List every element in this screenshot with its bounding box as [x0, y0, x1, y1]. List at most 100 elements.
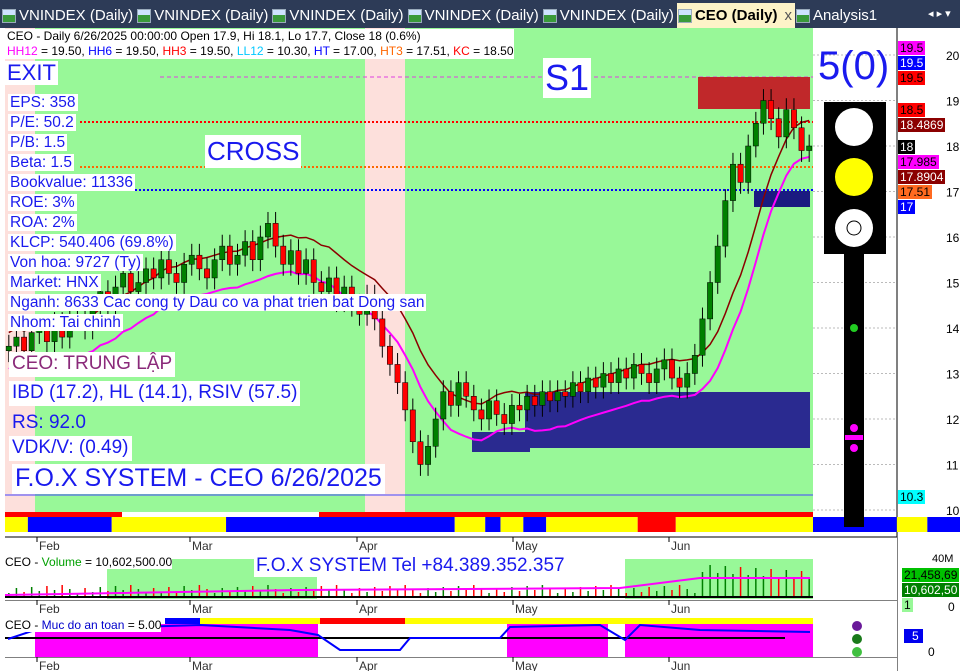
level-key: HT — [313, 44, 330, 58]
tab-3[interactable]: VNINDEX (Daily) — [407, 3, 542, 28]
volume-label-current: 10,602,50 — [902, 583, 960, 597]
candle — [653, 368, 660, 383]
month-label: Jun — [671, 539, 690, 553]
exit-label: EXIT — [5, 60, 58, 86]
candle — [501, 414, 508, 424]
candle — [310, 259, 317, 283]
tab-0[interactable]: VNINDEX (Daily) — [1, 3, 136, 28]
fundamental-item: Beta: 1.5 — [8, 154, 75, 172]
candle — [440, 391, 447, 420]
ohlc-info: CEO - Daily 6/26/2025 00:00:00 Open 17.9… — [7, 29, 421, 43]
safety-name: Muc do an toan — [41, 618, 125, 632]
candle — [768, 100, 774, 119]
candle — [181, 264, 188, 283]
safety-band — [165, 618, 200, 624]
candle — [394, 364, 401, 383]
candle — [691, 355, 698, 374]
tab-2[interactable]: VNINDEX (Daily) — [271, 3, 406, 28]
candle — [242, 241, 249, 256]
candle — [234, 254, 241, 265]
signal-band-segment — [5, 517, 28, 532]
safety-zone — [625, 624, 813, 657]
candle — [707, 282, 714, 320]
candle — [463, 382, 470, 397]
score-label: 5(0) — [818, 44, 890, 88]
signal-band-segment — [896, 517, 928, 532]
candle — [249, 241, 256, 261]
candle — [722, 200, 729, 247]
tab-label: Analysis1 — [812, 7, 878, 24]
chart-icon — [2, 8, 16, 23]
candle — [661, 359, 668, 370]
month-label: Mar — [192, 602, 213, 616]
candle — [432, 418, 439, 447]
fundamental-item: ROE: 3% — [8, 194, 77, 212]
pole-dot — [850, 424, 858, 432]
pink-zone — [365, 28, 405, 512]
price-tick: 13 — [946, 368, 960, 382]
price-level-label: 17.985 — [898, 155, 939, 169]
date-axis — [0, 537, 897, 553]
candle — [470, 396, 477, 411]
tab-scroll-arrows[interactable]: ◂ ▸ ▾ — [928, 8, 951, 20]
candle — [745, 145, 752, 183]
candle — [448, 391, 454, 406]
candle — [752, 123, 759, 147]
candle — [676, 377, 683, 388]
chart-icon — [795, 8, 810, 23]
candle — [387, 345, 393, 365]
candle — [730, 163, 736, 201]
month-label: Jun — [671, 659, 690, 671]
trend-band — [5, 512, 813, 517]
tab-label: CEO (Daily) — [694, 7, 778, 24]
tab-label: VNINDEX (Daily) — [19, 7, 134, 24]
candle — [714, 245, 721, 283]
candle — [531, 396, 538, 406]
safety-dot — [852, 621, 862, 631]
tab-label: VNINDEX (Daily) — [289, 7, 404, 24]
candle — [486, 400, 492, 420]
month-label: Feb — [39, 659, 60, 671]
support-trail-line — [8, 155, 810, 442]
close-tab-icon[interactable]: x — [784, 7, 792, 24]
level-value: = 17.00, — [329, 44, 381, 58]
tab-1[interactable]: VNINDEX (Daily) — [136, 3, 271, 28]
candle — [265, 223, 271, 238]
safety-band — [165, 618, 813, 624]
safety-dot — [852, 647, 862, 657]
tab-4[interactable]: VNINDEX (Daily) — [542, 3, 677, 28]
tab-5[interactable]: CEO (Daily) x — [676, 3, 795, 28]
price-level-label: 18.4869 — [898, 118, 946, 132]
volume-axis-zero: 0 — [948, 600, 955, 614]
chart-icon — [542, 8, 557, 23]
chart-icon — [677, 8, 692, 23]
chart-icon — [407, 8, 422, 23]
price-tick: 11 — [946, 459, 959, 473]
candle — [791, 109, 797, 129]
level-key: HH3 — [162, 44, 187, 58]
candle — [287, 250, 294, 265]
candle — [219, 245, 226, 261]
month-label: Feb — [39, 602, 60, 616]
candle — [585, 377, 592, 392]
date-axis — [0, 600, 897, 616]
fundamental-item: P/B: 1.5 — [8, 134, 68, 152]
pole-marker — [845, 435, 863, 440]
candle — [562, 391, 569, 397]
support-box — [754, 191, 810, 207]
signal-band-segment — [27, 517, 112, 532]
support-box — [525, 392, 810, 448]
fundamental-item: Von hoa: 9727 (Ty) — [8, 254, 143, 272]
tab-6[interactable]: Analysis1 — [795, 3, 880, 28]
signal-band-segment — [927, 517, 960, 532]
ibd-label: IBD (17.2), HL (14.1), RSIV (57.5) — [9, 381, 301, 406]
candle — [379, 318, 386, 347]
fundamental-item: KLCP: 540.406 (69.8%) — [8, 234, 176, 252]
level-value: = 17.51, — [402, 44, 454, 58]
candle — [280, 245, 287, 265]
price-level-label: 17.51 — [898, 185, 933, 199]
candle — [402, 382, 409, 411]
tab-label: VNINDEX (Daily) — [424, 7, 539, 24]
price-level-label: 17 — [898, 200, 916, 214]
candle — [737, 163, 744, 183]
